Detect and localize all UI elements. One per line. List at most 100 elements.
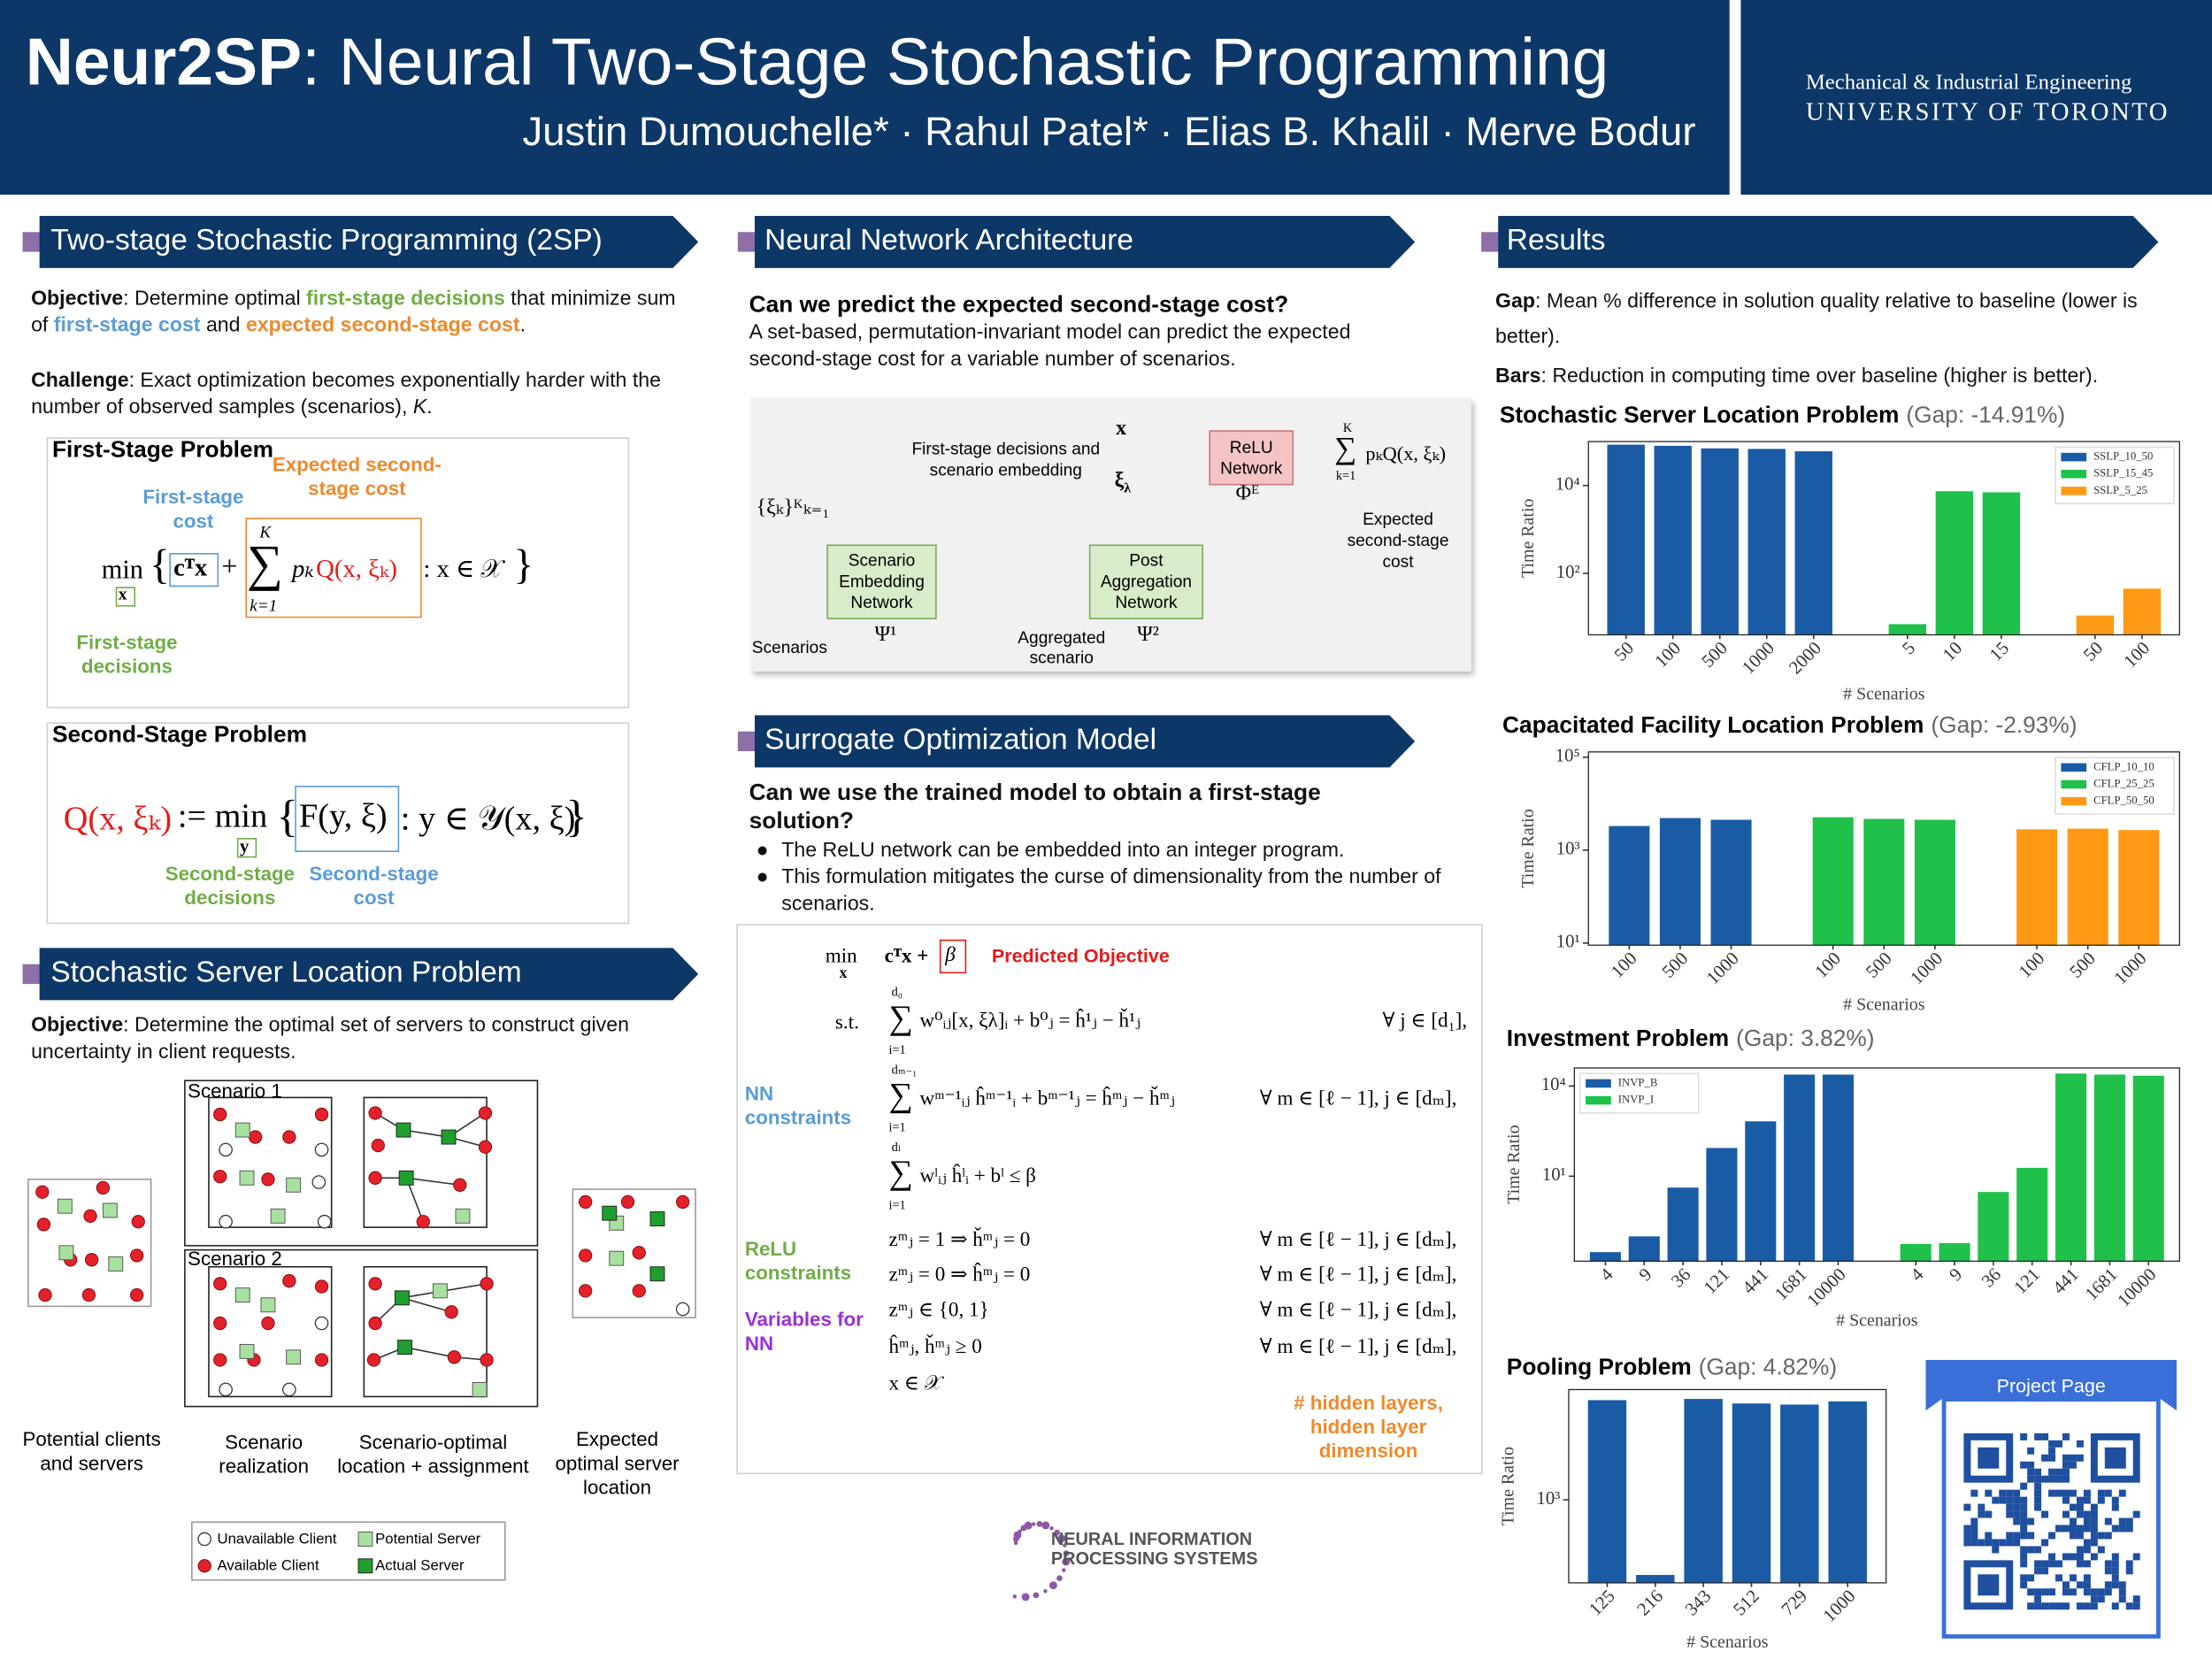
diagram-frame [184, 1079, 539, 1247]
qr-module [2013, 1539, 2021, 1547]
qr-module [2041, 1454, 2049, 1462]
actual-server [396, 1122, 411, 1138]
qr-module [2083, 1581, 2091, 1589]
qr-module [2090, 1588, 2098, 1596]
qr-module [1970, 1539, 1978, 1547]
output: pₖQ(x, ξₖ) [1365, 444, 1447, 466]
qr-module [2076, 1496, 2084, 1504]
bar [1684, 1399, 1723, 1583]
predicted: Predicted Objective [991, 945, 1170, 967]
bar [1888, 624, 1927, 635]
qr-module [2048, 1454, 2056, 1462]
x-tick-label: 441 [2049, 1264, 2083, 1298]
qr-module [2027, 1602, 2035, 1610]
qr-module [2062, 1475, 2070, 1483]
formula: pₖ [292, 554, 314, 583]
potential-server [57, 1198, 73, 1214]
qr-module [2020, 1553, 2028, 1561]
qr-module [2013, 1496, 2021, 1504]
qr-module [2048, 1475, 2056, 1483]
x-tick-label: 9 [1636, 1264, 1656, 1285]
available-client [314, 1353, 329, 1367]
potential-server [472, 1382, 488, 1397]
qr-module [1970, 1489, 1978, 1497]
bar [1587, 1400, 1627, 1583]
qr-module [2118, 1581, 2126, 1589]
bar [1589, 1252, 1621, 1262]
available-client [213, 1353, 227, 1367]
qr-module [2041, 1588, 2049, 1596]
challenge: . [426, 396, 433, 419]
question: Can we predict the expected second-stage… [749, 292, 1289, 318]
qr-module [1992, 1496, 2000, 1504]
qr-module [2034, 1567, 2042, 1575]
available-client [480, 1277, 494, 1291]
qr-module [2125, 1602, 2133, 1610]
qr-module [2020, 1432, 2028, 1440]
legend-swatch [2061, 780, 2087, 789]
objective: first-stage cost [53, 314, 201, 338]
unavailable-client [219, 1142, 233, 1157]
gap: Gap [1495, 290, 1536, 313]
gap-note: Gap: Mean % difference in solution quali… [1495, 285, 2186, 356]
qr-module [2090, 1595, 2098, 1603]
qr-module [1978, 1539, 1985, 1547]
heading: Two-stage Stochastic Programming (2SP) [50, 224, 603, 257]
formula: F(y, ξ) [299, 798, 388, 835]
qr-module [2027, 1517, 2035, 1525]
available-client [96, 1180, 111, 1195]
actual-server [649, 1266, 665, 1282]
bar [1784, 1074, 1816, 1262]
qr-module [2034, 1503, 2042, 1511]
qr-module [2083, 1539, 2091, 1547]
sum-sign: ∑ [888, 1078, 913, 1115]
available-client [261, 1316, 275, 1331]
legend-swatch [2061, 452, 2087, 462]
nn-label: NN constraints [744, 1081, 852, 1129]
bar [1745, 1121, 1777, 1262]
sum-upper: d₀ [891, 984, 902, 999]
available-client [131, 1215, 145, 1229]
qr-module [2076, 1532, 2084, 1540]
relu-label: ReLU constraints [744, 1237, 852, 1284]
captions: Scenario realization [219, 1430, 310, 1478]
banner-square [22, 964, 42, 985]
plot-frame [1587, 751, 2180, 946]
legend-frame [1578, 1072, 1700, 1114]
objective: Objective: Determine optimal first-stage… [31, 287, 694, 341]
bar [1935, 491, 1974, 635]
qr-finder [2104, 1447, 2126, 1469]
min: min [825, 945, 857, 968]
qr-module [2027, 1447, 2035, 1455]
formula: } [513, 541, 534, 588]
qr-module [2027, 1546, 2035, 1554]
available-client [366, 1353, 381, 1367]
vars-label: Variables for NN [744, 1307, 864, 1355]
chart-title: Capacitated Facility Location Problem (Ga… [1502, 711, 2078, 738]
university: UNIVERSITY OF TORONTO [1805, 97, 2170, 126]
y-tick-label: 10⁴ [1541, 1075, 1566, 1094]
qr-module [2013, 1503, 2021, 1511]
bar [1822, 1074, 1855, 1262]
logo-dot [1018, 1529, 1022, 1533]
potential-server [455, 1208, 471, 1224]
bar [1812, 817, 1854, 946]
qr-module [2041, 1510, 2049, 1518]
qr-module [2062, 1602, 2070, 1610]
architecture-figure [750, 397, 1471, 672]
qr-module [2013, 1510, 2021, 1518]
qr-module [2034, 1489, 2042, 1497]
qr-module [2034, 1560, 2042, 1568]
qr-module [2069, 1553, 2077, 1561]
plot-frame [1573, 1067, 2180, 1263]
qr-module [1963, 1532, 1971, 1540]
bar [1780, 1404, 1819, 1583]
chart-subtitle: (Gap: 4.82%) [1699, 1354, 1837, 1380]
qr-module [2083, 1525, 2091, 1532]
qr-module [2034, 1595, 2042, 1603]
scenario-set: {ξₖ}ᴷₖ₌₁ [756, 496, 830, 519]
legend-label: INVP_B [1618, 1076, 1658, 1088]
qr-module [2090, 1510, 2098, 1518]
legend-swatch [2061, 763, 2087, 772]
x-tick-label: 100 [1811, 949, 1845, 982]
